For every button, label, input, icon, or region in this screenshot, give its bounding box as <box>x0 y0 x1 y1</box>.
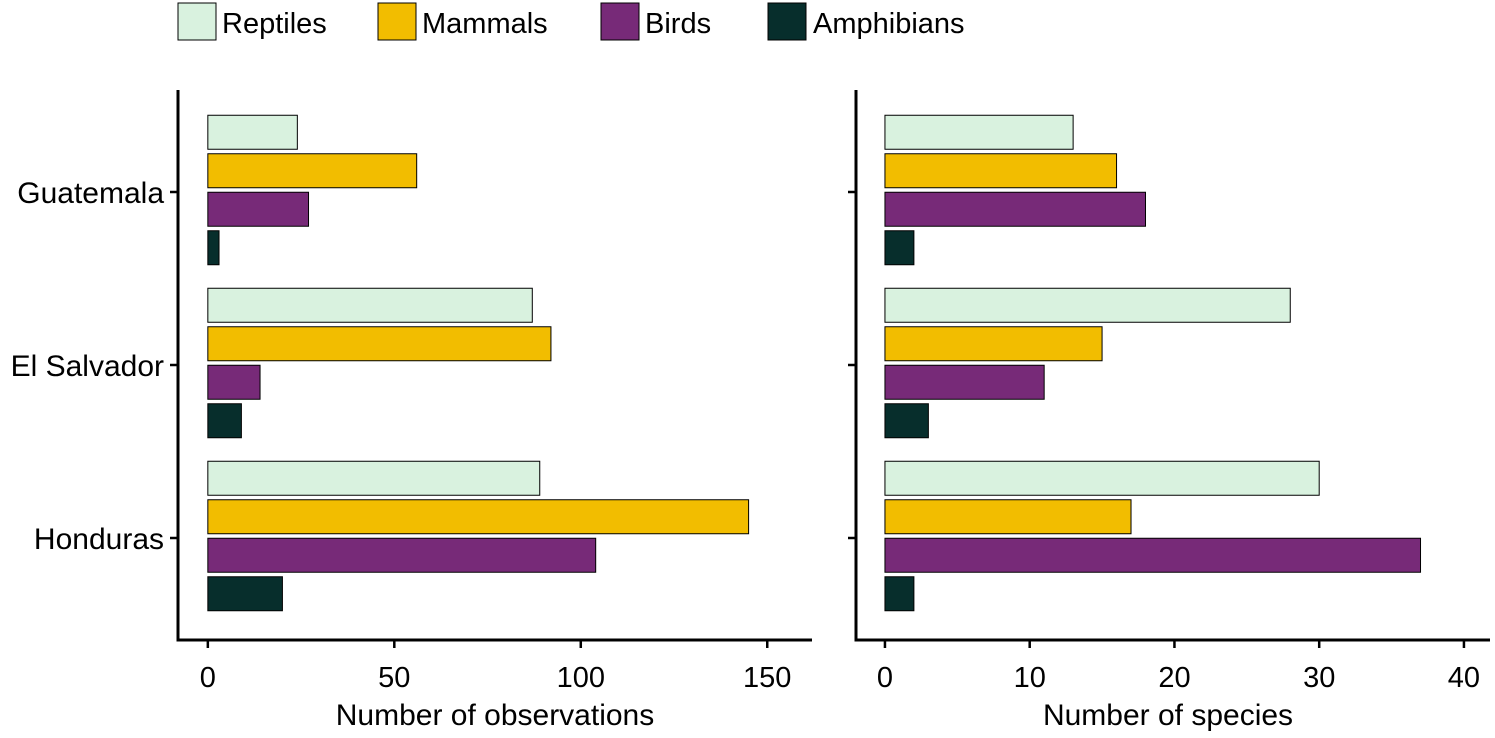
x-tick-label: 10 <box>1014 662 1046 694</box>
x-tick-label: 0 <box>877 662 893 694</box>
bar-el-salvador-birds <box>884 364 1045 400</box>
bar-el-salvador-mammals <box>207 326 552 362</box>
bar-el-salvador-amphibians <box>884 403 929 439</box>
panel-species: 0 10 20 30 40 Number of species <box>848 90 1490 732</box>
legend-label-amphibians: Amphibians <box>813 8 965 40</box>
legend-swatch-reptiles <box>177 2 217 41</box>
bar-guatemala-reptiles <box>207 114 298 150</box>
bar-el-salvador-mammals <box>884 326 1103 362</box>
bar-guatemala-mammals <box>884 153 1118 189</box>
bar-el-salvador-birds <box>207 364 261 400</box>
bar-honduras-reptiles <box>207 460 541 496</box>
bar-honduras-birds <box>884 537 1422 573</box>
legend-label-mammals: Mammals <box>422 8 548 40</box>
y-tick-label: Guatemala <box>17 177 164 210</box>
bar-honduras-mammals <box>884 499 1132 535</box>
bar-el-salvador-reptiles <box>884 287 1291 323</box>
bar-honduras-reptiles <box>884 460 1320 496</box>
x-tick-label: 30 <box>1303 662 1335 694</box>
y-tick-label: El Salvador <box>11 350 164 383</box>
bar-guatemala-amphibians <box>884 230 915 266</box>
x-tick-label: 50 <box>378 662 410 694</box>
legend-label-reptiles: Reptiles <box>222 8 327 40</box>
x-axis-title: Number of species <box>1043 699 1293 732</box>
x-tick-label: 40 <box>1448 662 1480 694</box>
bar-guatemala-birds <box>207 191 310 227</box>
legend: Reptiles Mammals Birds Amphibians <box>177 2 965 41</box>
bar-honduras-amphibians <box>207 576 283 612</box>
bar-guatemala-mammals <box>207 153 418 189</box>
panel-observations: 0 50 100 150 Number of observations Guatemala… <box>11 90 812 732</box>
bar-honduras-amphibians <box>884 576 915 612</box>
x-tick-label: 100 <box>557 662 605 694</box>
legend-swatch-amphibians <box>767 2 807 41</box>
x-tick-label: 0 <box>200 662 216 694</box>
legend-swatch-birds <box>600 2 640 41</box>
legend-swatch-mammals <box>377 2 417 41</box>
x-axis-title: Number of observations <box>336 699 655 732</box>
y-tick-label: Honduras <box>34 523 164 556</box>
legend-label-birds: Birds <box>645 8 711 40</box>
bar-guatemala-reptiles <box>884 114 1074 150</box>
bar-guatemala-birds <box>884 191 1146 227</box>
x-tick-label: 150 <box>743 662 791 694</box>
x-tick-label: 20 <box>1158 662 1190 694</box>
bar-honduras-mammals <box>207 499 750 535</box>
bar-honduras-birds <box>207 537 597 573</box>
bar-guatemala-amphibians <box>207 230 220 266</box>
bar-el-salvador-reptiles <box>207 287 533 323</box>
bar-el-salvador-amphibians <box>207 403 242 439</box>
